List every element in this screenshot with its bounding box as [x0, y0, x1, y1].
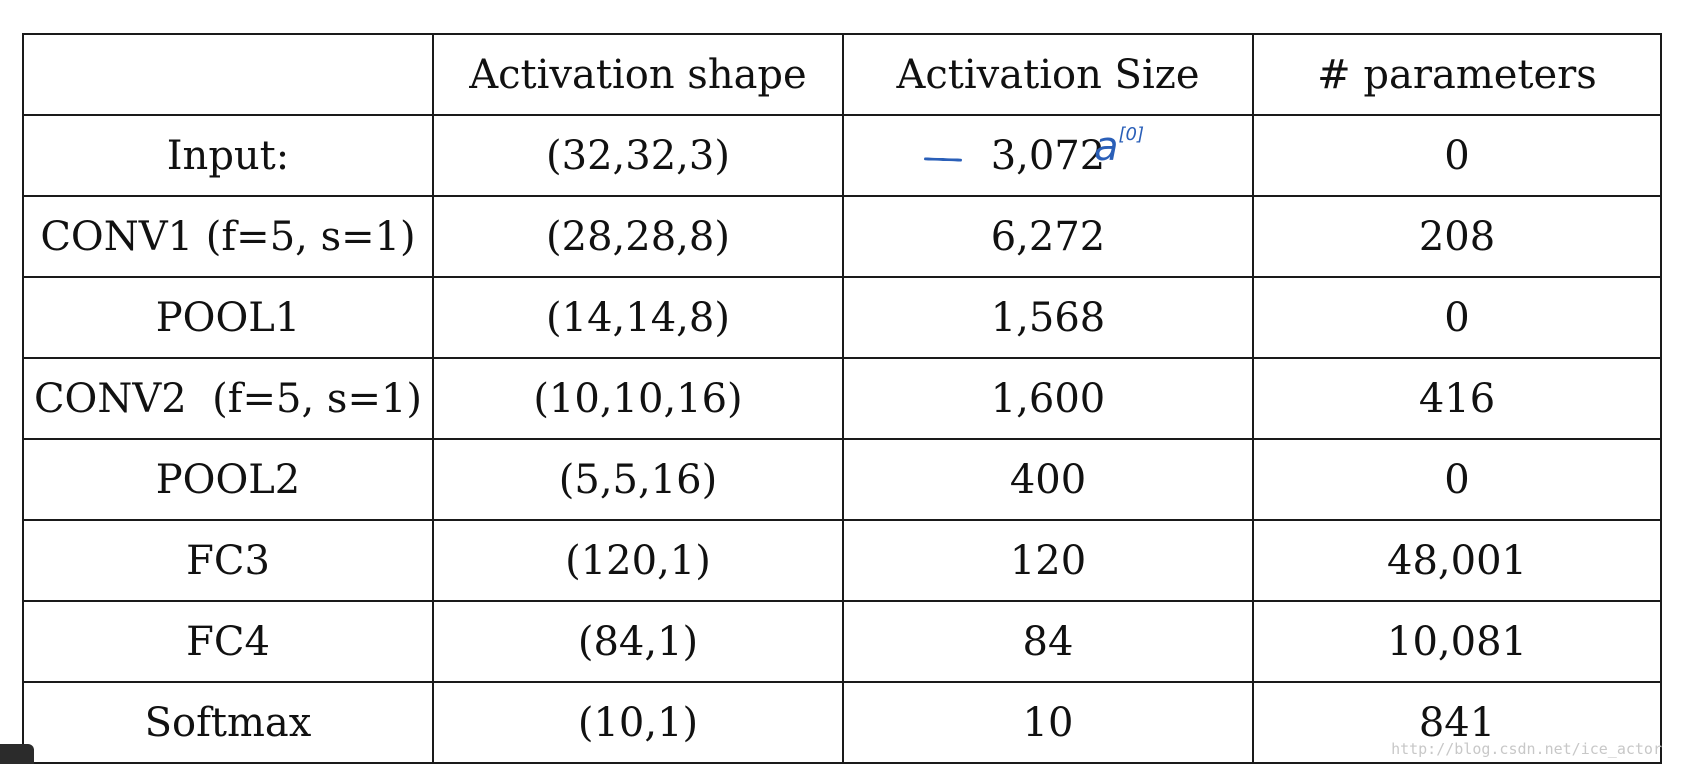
activation-size-cell: 3,072 a[0] [842, 114, 1254, 197]
layer-name: POOL1 [22, 276, 434, 359]
activation-shape: (14,14,8) [432, 276, 844, 359]
annotation-superscript: [0] [1118, 124, 1145, 145]
activation-size: 120 [842, 519, 1254, 602]
header-activation-size: Activation Size [842, 33, 1254, 116]
parameter-count: 10,081 [1252, 600, 1662, 683]
layer-name: CONV2 (f=5, s=1) [22, 357, 434, 440]
header-layer [22, 33, 434, 116]
corner-badge [0, 744, 34, 764]
activation-size: 1,568 [842, 276, 1254, 359]
activation-shape: (10,1) [432, 681, 844, 764]
layer-name: POOL2 [22, 438, 434, 521]
activation-size: 1,600 [842, 357, 1254, 440]
table-row: POOL1 (14,14,8) 1,568 0 [22, 276, 1662, 359]
parameter-count: 0 [1252, 276, 1662, 359]
header-activation-shape: Activation shape [432, 33, 844, 116]
table-row: FC4 (84,1) 84 10,081 [22, 600, 1662, 683]
table-row: CONV1 (f=5, s=1) (28,28,8) 6,272 208 [22, 195, 1662, 278]
table-row: CONV2 (f=5, s=1) (10,10,16) 1,600 416 [22, 357, 1662, 440]
header-parameters: # parameters [1252, 33, 1662, 116]
activation-shape: (120,1) [432, 519, 844, 602]
table-row: FC3 (120,1) 120 48,001 [22, 519, 1662, 602]
handwritten-annotation: a[0] [1094, 124, 1145, 170]
watermark-text: http://blog.csdn.net/ice_actor [1391, 740, 1662, 758]
parameter-count: 841 [1252, 681, 1662, 764]
parameter-count: 416 [1252, 357, 1662, 440]
parameter-count: 0 [1252, 438, 1662, 521]
table-row: Softmax (10,1) 10 841 [22, 681, 1662, 764]
activation-size: 3,072 [990, 132, 1106, 179]
header-row: Activation shape Activation Size # param… [22, 33, 1662, 116]
activation-shape: (28,28,8) [432, 195, 844, 278]
activation-shape: (5,5,16) [432, 438, 844, 521]
layer-name: FC4 [22, 600, 434, 683]
parameter-count: 0 [1252, 114, 1662, 197]
activation-size: 400 [842, 438, 1254, 521]
activation-size: 10 [842, 681, 1254, 764]
activation-shape: (32,32,3) [432, 114, 844, 197]
parameter-count: 208 [1252, 195, 1662, 278]
handwritten-dash [923, 157, 963, 162]
activation-shape: (84,1) [432, 600, 844, 683]
activation-size: 6,272 [842, 195, 1254, 278]
cnn-layer-table: Activation shape Activation Size # param… [22, 33, 1662, 764]
annotation-base: a [1094, 124, 1119, 170]
layer-name: Softmax [22, 681, 434, 764]
activation-shape: (10,10,16) [432, 357, 844, 440]
activation-size: 84 [842, 600, 1254, 683]
table-row: POOL2 (5,5,16) 400 0 [22, 438, 1662, 521]
layer-name: Input: [22, 114, 434, 197]
layer-name: CONV1 (f=5, s=1) [22, 195, 434, 278]
parameter-count: 48,001 [1252, 519, 1662, 602]
table-row: Input: (32,32,3) 3,072 a[0] 0 [22, 114, 1662, 197]
layer-name: FC3 [22, 519, 434, 602]
